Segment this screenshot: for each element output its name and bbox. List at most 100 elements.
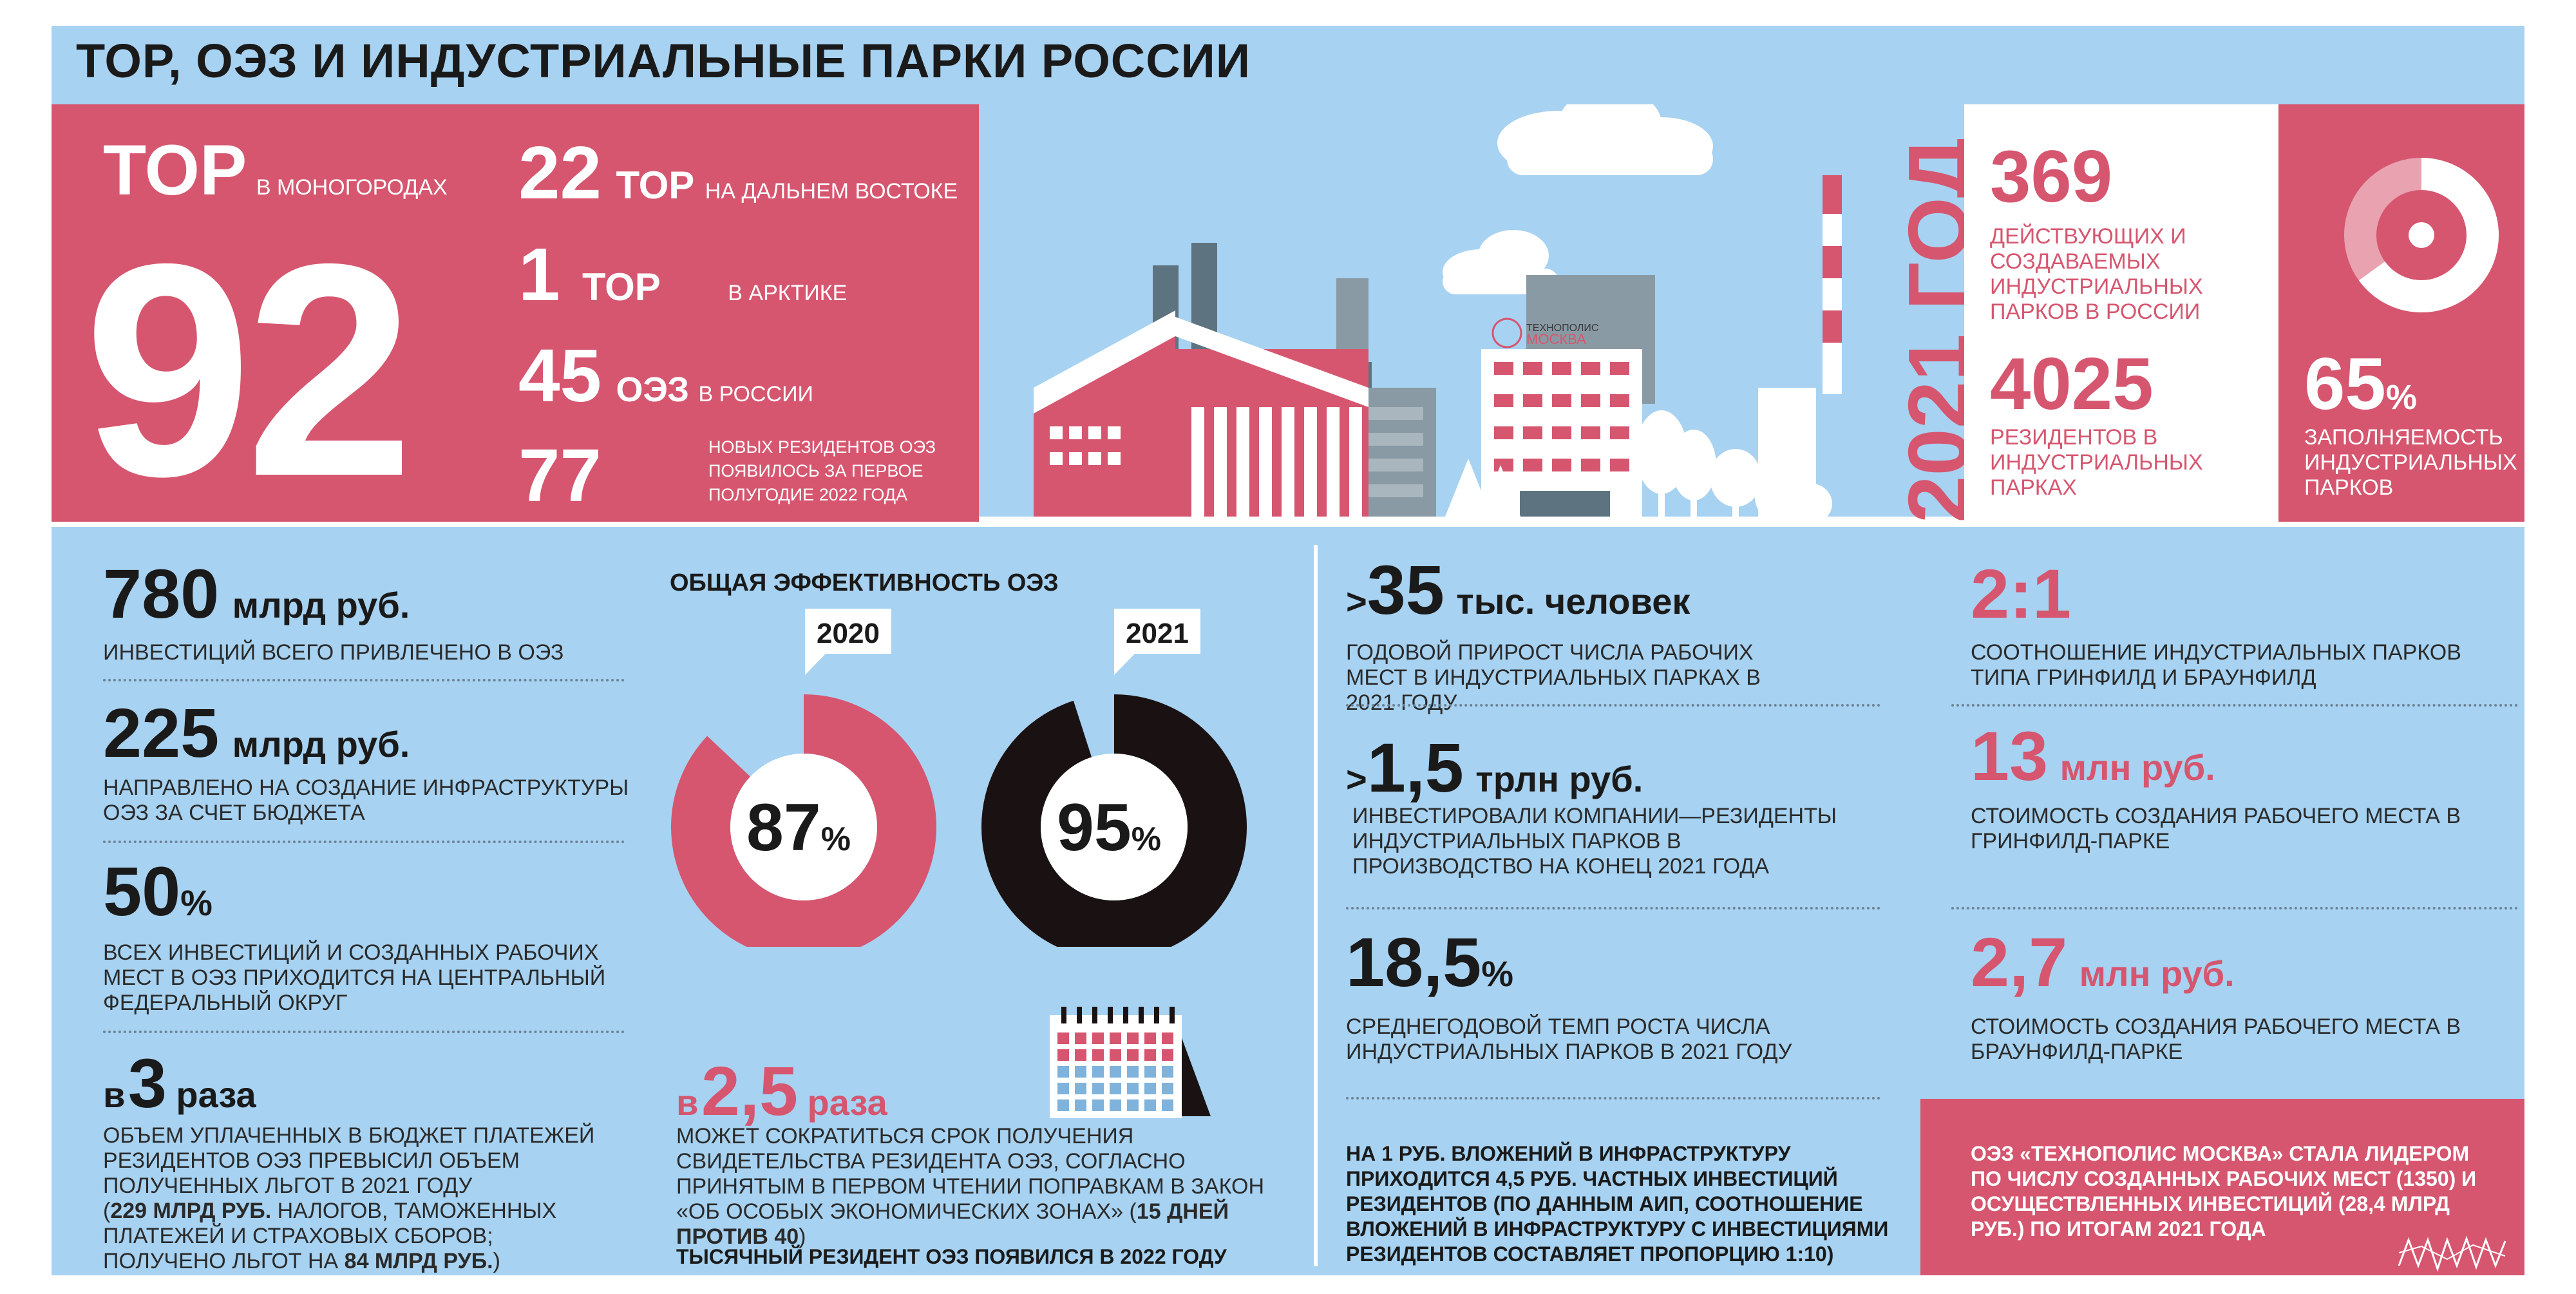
stat-desc: МОЖЕТ СОКРАТИТЬСЯ СРОК ПОЛУЧЕНИЯ СВИДЕТЕ… xyxy=(676,1124,1288,1250)
calendar-cell xyxy=(1092,1099,1104,1111)
note-bold: 84 МЛРД РУБ. xyxy=(344,1249,493,1273)
stat-desc: СТОИМОСТЬ СОЗДАНИЯ РАБОЧЕГО МЕСТА В БРАУ… xyxy=(1971,1014,2461,1064)
note-part: НАЛОГОВ, ТАМОЖЕННЫХ ПЛАТЕЖЕЙ И СТРАХОВЫХ… xyxy=(103,1199,557,1273)
efficiency-title: ОБЩАЯ ЭФФЕКТИВНОСТЬ ОЭЗ xyxy=(670,569,1059,596)
calendar-cell xyxy=(1075,1099,1086,1111)
calendar-cell xyxy=(1162,1099,1173,1111)
calendar-cell xyxy=(1075,1032,1086,1044)
stat-item: в 3 раза xyxy=(103,1049,256,1118)
calendar-cell xyxy=(1127,1099,1139,1111)
year-label-2020: 2020 xyxy=(817,618,880,649)
calendar-cell xyxy=(1162,1083,1173,1094)
note-part: ) xyxy=(493,1249,500,1273)
calendar-cell xyxy=(1110,1083,1121,1094)
year-label: 2021 ГОД xyxy=(1891,138,1964,522)
calendar-cell xyxy=(1127,1083,1139,1094)
stat-item: 18,5% xyxy=(1346,928,1513,997)
calendar-cell xyxy=(1057,1032,1069,1044)
industrial-illustration: ТЕХНОПОЛИС МОСКВА 2021 ГОД xyxy=(979,104,1964,522)
stat-desc: ИНВЕСТИЦИЙ ВСЕГО ПРИВЛЕЧЕНО В ОЭЗ xyxy=(103,640,564,665)
note-bold: 229 МЛРД РУБ. xyxy=(110,1199,272,1223)
parks-count: 369 xyxy=(1990,136,2113,218)
calendar-cell xyxy=(1075,1066,1086,1078)
year-label-2021: 2021 xyxy=(1126,618,1189,649)
calendar-cell xyxy=(1162,1066,1173,1078)
dotted-divider xyxy=(103,1031,625,1033)
desc-part: ) xyxy=(799,1224,806,1249)
tor-row-desc: НОВЫХ РЕЗИДЕНТОВ ОЭЗ ПОЯВИЛОСЬ ЗА ПЕРВОЕ… xyxy=(708,437,936,504)
stat-desc: ВСЕХ ИНВЕСТИЦИЙ И СОЗДАННЫХ РАБОЧИХ МЕСТ… xyxy=(103,940,606,1015)
tor-row-value: 22 xyxy=(518,131,602,214)
building-sign-line2: МОСКВА xyxy=(1526,331,1586,347)
year-tag-2020 xyxy=(805,609,891,654)
dotted-divider xyxy=(1346,907,1880,909)
stat-item: 780 млрд руб. xyxy=(103,559,410,629)
tor-row: 22 ТОР НА ДАЛЬНЕМ ВОСТОКЕ xyxy=(518,135,958,210)
stat-item: >1,5 трлн руб. xyxy=(1346,733,1643,803)
stat-item: 13 млн руб. xyxy=(1971,721,2215,791)
stat-unit: тыс. человек xyxy=(1456,581,1690,622)
stat-item: >35 тыс. человек xyxy=(1346,555,1690,625)
calendar-cell xyxy=(1057,1083,1069,1094)
stat-unit: млн руб. xyxy=(2060,747,2215,788)
calendar-cell xyxy=(1092,1032,1104,1044)
tor-row: 1 ТОР В АРКТИКЕ xyxy=(518,237,847,312)
calendar-cell xyxy=(1144,1083,1156,1094)
stat-item: 50% xyxy=(103,857,213,926)
calendar-cell xyxy=(1075,1049,1086,1061)
stat-value: 2,5 xyxy=(701,1052,799,1130)
donut-value-2021: 95% xyxy=(1057,790,1161,865)
donut-value-2020: 87% xyxy=(746,790,851,865)
stat-unit: % xyxy=(1481,953,1513,994)
stat-value: 2,7 xyxy=(1971,923,2068,1001)
stat-desc: ОБЪЕМ УПЛАЧЕННЫХ В БЮДЖЕТ ПЛАТЕЖЕЙ РЕЗИД… xyxy=(103,1123,618,1274)
signature-logo xyxy=(2398,1235,2506,1272)
occupancy-panel xyxy=(2278,104,2524,522)
vertical-divider xyxy=(1314,545,1318,1266)
stat-value: 2:1 xyxy=(1971,555,2072,633)
occupancy-desc: ЗАПОЛНЯЕМОСТЬ ИНДУСТРИАЛЬНЫХ ПАРКОВ xyxy=(2304,425,2517,500)
calendar-cell xyxy=(1144,1049,1156,1061)
tor-label-sub: В МОНОГОРОДАХ xyxy=(256,175,448,200)
stat-value: 18,5 xyxy=(1346,923,1482,1001)
calendar-cell xyxy=(1162,1032,1173,1044)
tor-row-unit: ТОР xyxy=(616,164,695,207)
leader-panel xyxy=(1920,1099,2524,1275)
occupancy-value-group: 65% xyxy=(2304,348,2417,421)
stat-unit: трлн руб. xyxy=(1475,759,1643,799)
tor-row-desc: НА ДАЛЬНЕМ ВОСТОКЕ xyxy=(705,179,958,204)
stat-value: 1,5 xyxy=(1367,728,1464,806)
calendar-cell xyxy=(1144,1032,1156,1044)
stat-value: 780 xyxy=(103,555,220,633)
building-sign-line1: ТЕХНОПОЛИС xyxy=(1526,323,1598,334)
calendar-cell xyxy=(1075,1083,1086,1094)
col3-note: НА 1 РУБ. ВЛОЖЕНИЙ В ИНФРАСТРУКТУРУ ПРИХ… xyxy=(1346,1142,1889,1266)
calendar-cell xyxy=(1092,1066,1104,1078)
stat-pre: > xyxy=(1346,581,1367,622)
tor-panel xyxy=(52,104,979,522)
calendar-cell xyxy=(1110,1032,1121,1044)
note-part: ( xyxy=(103,1199,111,1223)
tor-row-value: 1 xyxy=(518,233,560,316)
tor-row-desc: В АРКТИКЕ xyxy=(728,281,848,305)
tor-row-value: 77 xyxy=(518,433,602,517)
efficiency-chart: 2020 2021 87% 95% xyxy=(671,609,1247,947)
divider xyxy=(52,522,2524,527)
desc-bold: 15 ДНЕЙ ПРОТИВ 40 xyxy=(676,1199,1229,1249)
stat-desc: ГОДОВОЙ ПРИРОСТ ЧИСЛА РАБОЧИХ МЕСТ В ИНД… xyxy=(1346,640,1761,715)
residents-desc: РЕЗИДЕНТОВ В ИНДУСТРИАЛЬНЫХ ПАРКАХ xyxy=(1990,425,2203,500)
stat-unit: раза xyxy=(176,1074,256,1115)
calendar-cell xyxy=(1162,1049,1173,1061)
stat-item: 2,7 млн руб. xyxy=(1971,928,2235,997)
footer-note: ТЫСЯЧНЫЙ РЕЗИДЕНТ ОЭЗ ПОЯВИЛСЯ В 2022 ГО… xyxy=(676,1245,1227,1268)
donut-arc-2020 xyxy=(671,694,936,947)
tor-label-group: ТОР В МОНОГОРОДАХ xyxy=(103,135,448,206)
tor-row-value: 45 xyxy=(518,334,602,417)
occupancy-ring xyxy=(2344,158,2499,312)
tor-row-unit: ТОР xyxy=(582,265,661,309)
calendar-cell xyxy=(1144,1099,1156,1111)
cloud-icon xyxy=(1497,104,1713,175)
desc-part: МОЖЕТ СОКРАТИТЬСЯ СРОК ПОЛУЧЕНИЯ СВИДЕТЕ… xyxy=(676,1124,1265,1224)
occupancy-value: 65 xyxy=(2304,343,2386,425)
calendar-icon xyxy=(1050,1007,1211,1118)
